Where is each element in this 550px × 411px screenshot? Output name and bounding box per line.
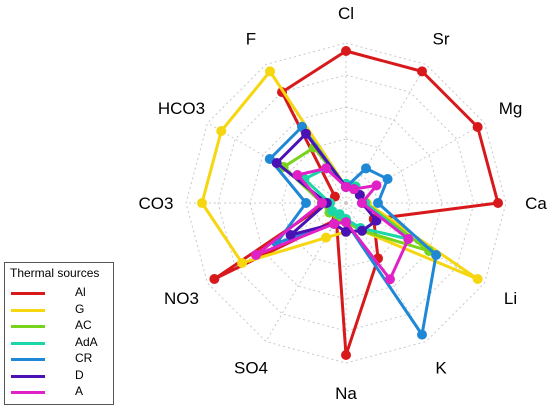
axis-label-na: Na bbox=[335, 384, 357, 403]
legend-label: AdA bbox=[75, 334, 98, 349]
grid-spoke bbox=[345, 122, 485, 204]
legend-item-g: G bbox=[11, 302, 111, 318]
data-point-al-cl bbox=[341, 46, 351, 56]
data-point-d-k bbox=[357, 225, 367, 236]
data-point-cr-mg bbox=[382, 174, 393, 184]
legend-swatch bbox=[11, 391, 45, 394]
data-point-g-li bbox=[472, 274, 483, 284]
axis-labels: Cl Sr Mg Ca Li K Na SO4 NO3 CO3 HCO3 F bbox=[139, 4, 548, 403]
legend-swatch bbox=[11, 341, 45, 345]
series-layer bbox=[197, 46, 503, 360]
grid-spoke bbox=[345, 64, 427, 204]
data-point-a-cl bbox=[341, 182, 351, 192]
legend-item-cr: CR bbox=[11, 351, 111, 367]
legend-label: AC bbox=[75, 318, 92, 332]
grid-ring bbox=[281, 138, 411, 268]
legend-label: A bbox=[75, 384, 84, 398]
legend-item-ac: AC bbox=[11, 318, 111, 334]
data-point-al-ca bbox=[493, 198, 503, 208]
data-point-a-li bbox=[403, 234, 414, 244]
data-point-a-sr bbox=[349, 184, 359, 195]
legend-label: G bbox=[75, 301, 85, 316]
data-point-d-f bbox=[301, 128, 311, 139]
data-point-al-sr bbox=[417, 66, 427, 77]
series-a bbox=[250, 163, 414, 285]
axis-label-k: K bbox=[435, 359, 447, 378]
data-point-a-na bbox=[341, 217, 351, 228]
legend-swatch bbox=[11, 358, 45, 361]
legend-label: Al bbox=[75, 285, 86, 299]
axis-label-f: F bbox=[246, 29, 256, 48]
data-point-cr-li bbox=[431, 250, 442, 260]
legend: Thermal sources Al G AC AdA CR D A bbox=[4, 262, 114, 405]
data-point-a-no3 bbox=[250, 250, 261, 260]
data-point-g-f bbox=[265, 66, 275, 77]
data-point-g-co3 bbox=[197, 198, 207, 208]
legend-swatch bbox=[11, 374, 45, 378]
data-point-cr-co3 bbox=[301, 198, 311, 208]
axis-label-cl: Cl bbox=[338, 4, 354, 23]
data-point-a-k bbox=[385, 274, 395, 285]
legend-label: D bbox=[75, 367, 84, 382]
legend-item-al: Al bbox=[11, 285, 111, 301]
data-point-g-so4 bbox=[321, 232, 331, 243]
axis-label-sr: Sr bbox=[433, 29, 450, 48]
axis-label-no3: NO3 bbox=[164, 289, 199, 308]
data-point-al-no3 bbox=[209, 274, 220, 284]
data-point-d-no3 bbox=[285, 230, 296, 240]
legend-swatch bbox=[11, 308, 45, 312]
legend-label: CR bbox=[75, 351, 93, 365]
data-point-g-no3 bbox=[237, 258, 248, 268]
data-point-a-mg bbox=[371, 180, 382, 191]
legend-swatch bbox=[11, 292, 45, 295]
axis-label-li: Li bbox=[504, 289, 517, 308]
data-point-a-co3 bbox=[317, 198, 327, 208]
data-point-cr-ca bbox=[373, 198, 383, 208]
grid-spoke bbox=[345, 202, 485, 284]
data-point-ada-no3 bbox=[327, 206, 338, 216]
axis-label-mg: Mg bbox=[499, 99, 523, 118]
legend-title: Thermal sources bbox=[10, 266, 100, 280]
data-point-d-hco3 bbox=[271, 158, 282, 168]
data-point-al-na bbox=[341, 350, 351, 360]
data-point-d-li bbox=[371, 215, 382, 226]
legend-item-d: D bbox=[11, 368, 111, 384]
axis-label-so4: SO4 bbox=[234, 359, 268, 378]
data-point-g-hco3 bbox=[216, 126, 227, 136]
radar-grid bbox=[185, 42, 507, 364]
legend-swatch bbox=[11, 325, 45, 328]
data-point-d-na bbox=[341, 226, 351, 237]
data-point-a-ca bbox=[357, 198, 367, 208]
axis-label-co3: CO3 bbox=[139, 194, 174, 213]
data-point-a-so4 bbox=[329, 218, 339, 229]
data-point-cr-sr bbox=[361, 163, 371, 174]
data-point-a-hco3 bbox=[292, 170, 303, 180]
axis-label-ca: Ca bbox=[525, 194, 547, 213]
grid-ring bbox=[185, 42, 507, 364]
data-point-cr-k bbox=[417, 329, 427, 340]
data-point-al-mg bbox=[472, 122, 483, 132]
legend-item-a: A bbox=[11, 384, 111, 400]
axis-label-hco3: HCO3 bbox=[158, 99, 205, 118]
data-point-a-f bbox=[321, 163, 331, 174]
legend-item-ada: AdA bbox=[11, 335, 111, 351]
